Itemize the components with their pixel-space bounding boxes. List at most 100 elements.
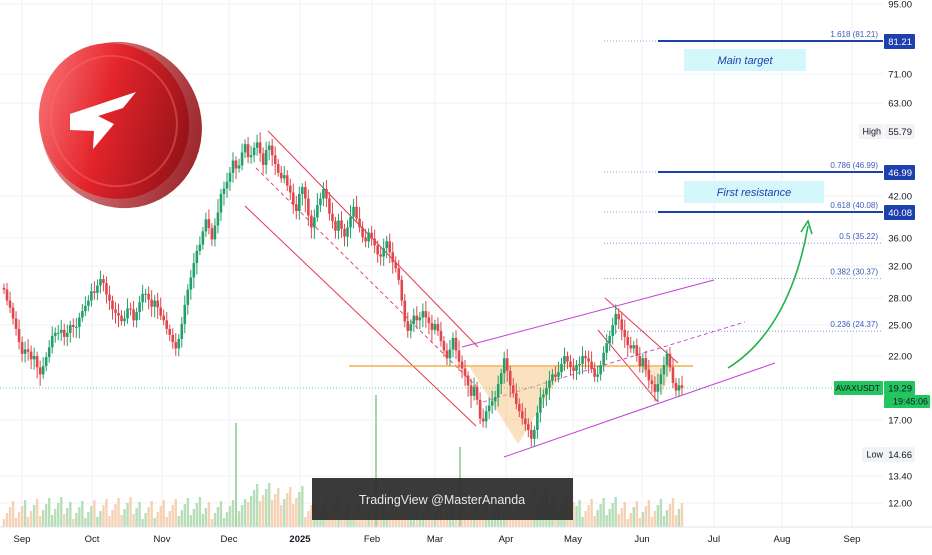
candle (234, 156, 238, 179)
candle (267, 141, 271, 161)
candle (75, 318, 78, 338)
volume-bar (605, 515, 608, 527)
volume-bar (75, 513, 78, 527)
candle (448, 339, 452, 366)
candle (20, 336, 24, 362)
volume-bar (93, 500, 96, 527)
candle (370, 225, 373, 246)
volume-bar (150, 501, 153, 527)
volume-bar (611, 503, 614, 527)
volume-bar (195, 503, 199, 527)
candle (337, 213, 340, 240)
candle (50, 326, 54, 354)
volume-bar (680, 503, 684, 527)
candle (264, 141, 268, 175)
price-axis[interactable]: 95.00 71.00 63.00 42.00 36.00 32.00 28.00 25.00… (883, 0, 932, 550)
main-target-annotation[interactable]: Main target (684, 49, 806, 71)
candle (653, 376, 657, 402)
candle (162, 309, 166, 326)
fib-level[interactable]: 0.236 (24.37) (604, 320, 883, 332)
volume-bar (608, 509, 611, 527)
candle (90, 283, 93, 307)
candle (5, 282, 9, 306)
candle (84, 296, 87, 317)
candle (514, 383, 518, 410)
candle (105, 276, 108, 304)
fib-level[interactable]: 0.382 (30.37) (604, 268, 883, 279)
candle (159, 297, 162, 320)
candle (231, 152, 235, 183)
candle (472, 377, 476, 401)
svg-text:81.21: 81.21 (888, 37, 912, 48)
svg-text:14.66: 14.66 (888, 450, 912, 461)
candle (108, 285, 111, 311)
candle (135, 307, 138, 328)
candle (225, 172, 229, 198)
volume-bar (614, 497, 617, 527)
candle (144, 288, 147, 303)
volume-bar (123, 509, 126, 527)
volume-bar (216, 507, 220, 527)
fib-level[interactable]: 0.5 (35.22) (604, 232, 883, 244)
candle (288, 178, 292, 200)
volume-bar (644, 506, 648, 527)
volume-bar (105, 499, 108, 527)
candle (8, 291, 12, 314)
candle (451, 332, 455, 358)
time-tick-label: Dec (221, 534, 238, 545)
inverse-head-shoulders-shape[interactable] (469, 366, 566, 444)
candle (298, 186, 301, 220)
first-resistance-annotation[interactable]: First resistance (684, 181, 824, 203)
fib-level[interactable]: 1.618 (81.21) (604, 30, 883, 42)
candle (382, 238, 385, 267)
fib-level[interactable]: 0.618 (40.08) (604, 201, 883, 213)
volume-bar (96, 517, 99, 527)
fib-level-label: 0.236 (24.37) (830, 320, 878, 329)
volume-bar (213, 513, 217, 527)
fib-level-label: 1.618 (81.21) (830, 30, 878, 39)
candle (183, 295, 187, 334)
candle (599, 360, 602, 381)
volume-bar (165, 517, 168, 527)
descending-channel-mid[interactable] (255, 167, 477, 387)
time-tick-label: Nov (154, 534, 171, 545)
candle (346, 220, 349, 247)
candle (81, 303, 84, 322)
time-axis[interactable]: Sep Oct Nov Dec 2025 Feb Mar Apr May Jun Jul Aug Sep (0, 526, 932, 550)
fib-level[interactable]: 0.786 (46.99) (604, 161, 883, 173)
volume-bar (602, 498, 605, 527)
rising-channel-top[interactable] (461, 279, 715, 348)
candle (367, 228, 370, 248)
candle (557, 361, 560, 383)
candle (93, 281, 96, 300)
descending-channel-top[interactable] (267, 130, 479, 348)
candle (261, 147, 265, 174)
volume-bar (632, 507, 635, 527)
volume-bar (665, 510, 669, 527)
volume-bar (114, 504, 117, 527)
time-tick-label: Oct (85, 534, 100, 545)
volume-bar (361, 518, 364, 527)
volume-bar (677, 509, 681, 527)
candle (56, 325, 60, 341)
small-channel-top[interactable] (604, 297, 679, 364)
descending-channel-bottom[interactable] (244, 205, 477, 427)
rising-channel-bottom[interactable] (503, 362, 776, 458)
bullish-projection-arrow[interactable] (727, 219, 813, 369)
volume-bar (397, 515, 400, 527)
volume-bar (255, 484, 259, 527)
candle (153, 295, 156, 318)
volume-bar (90, 506, 93, 527)
svg-text:40.08: 40.08 (888, 208, 912, 219)
volume-bar (168, 511, 171, 527)
volume-bar (186, 498, 190, 527)
volume-bar (2, 519, 6, 527)
time-tick-label: Jul (708, 534, 720, 545)
countdown-badge: 19:45:06 (884, 395, 930, 408)
fib-618-badge: 40.08 (884, 205, 915, 220)
candle (659, 368, 663, 395)
avalanche-coin-logo (38, 41, 202, 209)
candle (460, 355, 464, 379)
price-tick-label: 95.00 (888, 0, 912, 11)
candle (291, 183, 295, 214)
